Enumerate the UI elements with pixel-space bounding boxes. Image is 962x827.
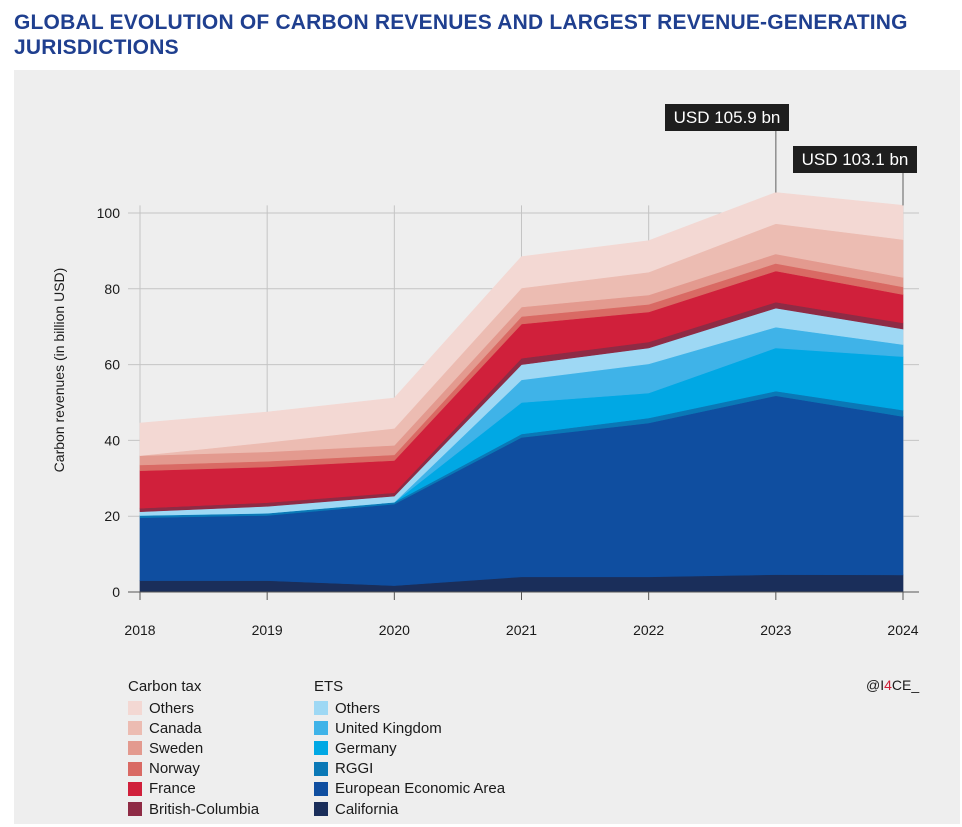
y-tick-label: 20	[104, 508, 120, 524]
legend-label: British-Columbia	[149, 800, 260, 818]
y-tick-label: 100	[97, 205, 121, 221]
x-tick-label: 2018	[124, 622, 155, 638]
legend-swatch	[128, 802, 142, 817]
x-tick-label: 2023	[760, 622, 791, 638]
legend-label: Canada	[149, 719, 202, 737]
x-tick-label: 2020	[379, 622, 410, 638]
legend-item: California	[314, 799, 505, 819]
callout-box	[665, 104, 789, 131]
legend-label: RGGI	[335, 760, 374, 778]
legend-swatch	[128, 761, 142, 776]
legend-swatch	[314, 701, 328, 716]
legend-item: Canada	[128, 718, 259, 738]
legend-label: California	[335, 800, 399, 818]
callout-box	[793, 146, 917, 173]
legend-swatch	[128, 721, 142, 736]
callout-label: USD 105.9 bn	[674, 108, 781, 127]
y-tick-label: 80	[104, 281, 120, 297]
legend-swatch	[314, 741, 328, 756]
legend-swatch	[128, 741, 142, 756]
legend-item: Others	[314, 698, 505, 718]
credit-suffix: CE_	[891, 677, 920, 693]
legend-item: Norway	[128, 759, 259, 779]
legend-item: European Economic Area	[314, 779, 505, 799]
legend-label: Germany	[335, 739, 397, 757]
legend-label: France	[149, 780, 196, 798]
callout-label: USD 103.1 bn	[802, 150, 909, 169]
legend-item: Germany	[314, 738, 505, 758]
legend-label: Sweden	[149, 739, 204, 757]
y-tick-label: 0	[112, 584, 120, 600]
legend-swatch	[314, 802, 328, 817]
legend-item: British-Columbia	[128, 799, 259, 819]
x-tick-label: 2019	[252, 622, 283, 638]
legend-label: European Economic Area	[335, 780, 506, 798]
area-carbon-tax-others	[139, 192, 904, 456]
callouts: USD 105.9 bn USD 103.1 bn	[665, 104, 917, 206]
legend-swatch	[314, 761, 328, 776]
legend-group-title: ETS	[314, 678, 344, 695]
axes: 0 20 40 60 80 100 2018 2019 2020 2021 2022 2023 2024	[97, 205, 919, 638]
chart-title: GLOBAL EVOLUTION OF CARBON REVENUES AND …	[14, 11, 908, 59]
legend-label: Others	[149, 699, 195, 717]
stacked-areas	[139, 192, 904, 593]
legend-swatch	[128, 701, 142, 716]
credit-prefix: @I	[866, 677, 885, 693]
legend-item: Sweden	[128, 738, 259, 758]
legend-swatch	[314, 781, 328, 796]
legend-label: Others	[335, 699, 381, 717]
legend-item: Others	[128, 698, 259, 718]
legend-carbon-tax: Carbon tax Others Canada Sweden Norway Franc…	[128, 676, 259, 819]
x-tick-label: 2022	[633, 622, 664, 638]
x-tick-label: 2024	[887, 622, 918, 638]
legend-label: United Kingdom	[335, 719, 442, 737]
chart-plot: 0 20 40 60 80 100 2018 2019 2020 2021 2022 2023 2024…	[51, 104, 919, 638]
legend-swatch	[128, 781, 142, 796]
y-tick-label: 40	[104, 432, 120, 448]
legend-label: Norway	[149, 760, 200, 778]
credit-highlight: 4	[884, 677, 892, 693]
x-tick-label: 2021	[506, 622, 537, 638]
legend-group-title: Carbon tax	[128, 678, 202, 695]
source-credit: @I4CE_	[866, 677, 919, 693]
legend-item: RGGI	[314, 759, 505, 779]
legend-item: United Kingdom	[314, 718, 505, 738]
legend-item: France	[128, 779, 259, 799]
legend-swatch	[314, 721, 328, 736]
y-axis-label: Carbon revenues (in billion USD)	[51, 268, 67, 473]
legend-ets: ETS Others United Kingdom Germany RGGI Europ…	[314, 676, 505, 819]
y-tick-label: 60	[104, 357, 120, 373]
